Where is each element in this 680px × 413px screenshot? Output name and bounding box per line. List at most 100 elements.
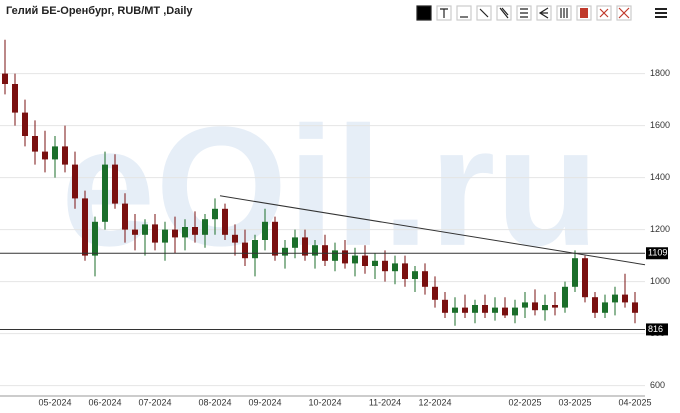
candle-body [112, 164, 118, 204]
candle-body [332, 250, 338, 261]
candle-body [482, 305, 488, 313]
candle-body [392, 263, 398, 272]
candle-body [342, 250, 348, 264]
candle-body [582, 258, 588, 298]
level-label: 816 [648, 324, 663, 334]
candle-body [252, 240, 258, 259]
candle-body [532, 302, 538, 311]
y-tick-label: 1400 [650, 172, 670, 182]
candle-body [152, 224, 158, 243]
candle-body [162, 229, 168, 243]
candle-body [272, 221, 278, 256]
candle-body [542, 305, 548, 311]
trendline [219, 195, 646, 266]
candle-body [172, 229, 178, 238]
watermark: eOil.ru [61, 92, 599, 282]
candle-body [142, 224, 148, 235]
chart-title: Гелий БЕ-Оренбург, RUB/MT ,Daily [6, 5, 193, 17]
candle-body [302, 237, 308, 256]
x-tick-label: 12-2024 [418, 397, 451, 407]
x-tick-label: 11-2024 [369, 397, 401, 407]
candle-body [572, 258, 578, 287]
candle-body [372, 260, 378, 266]
candle-body [12, 84, 18, 113]
toolbar [416, 5, 667, 21]
candle-body [472, 305, 478, 313]
candle-body [442, 299, 448, 313]
tool-delete[interactable] [596, 5, 612, 21]
x-tick-label: 09-2024 [248, 397, 281, 407]
candle-body [222, 208, 228, 235]
tool-hline[interactable] [456, 5, 472, 21]
candle-body [62, 146, 68, 165]
candle-body [592, 297, 598, 313]
candle-body [602, 302, 608, 313]
candle-body [22, 112, 28, 136]
candle-body [262, 221, 268, 240]
candle-body [492, 307, 498, 313]
candle-body [552, 305, 558, 308]
x-tick-label: 03-2025 [558, 397, 591, 407]
tool-fib[interactable] [576, 5, 592, 21]
candle-body [132, 229, 138, 235]
tool-line[interactable] [476, 5, 492, 21]
candle-body [382, 260, 388, 272]
candle-body [192, 227, 198, 235]
level-label: 1109 [648, 248, 667, 258]
tool-channel[interactable] [516, 5, 532, 21]
menu[interactable] [655, 8, 667, 18]
candle-body [412, 271, 418, 279]
x-tick-label: 02-2025 [508, 397, 541, 407]
candle-body [122, 203, 128, 230]
candle-body [182, 227, 188, 238]
candle-body [352, 255, 358, 264]
x-tick-label: 06-2024 [88, 397, 121, 407]
candle-body [52, 146, 58, 160]
candle-body [102, 164, 108, 222]
x-tick-label: 10-2024 [308, 397, 341, 407]
candle-body [282, 247, 288, 256]
candle-body [522, 302, 528, 308]
candle-body [82, 198, 88, 256]
candle-body [632, 302, 638, 313]
x-tick-label: 04-2025 [618, 397, 651, 407]
candle-body [432, 286, 438, 300]
y-tick-label: 1600 [650, 120, 670, 130]
tool-fan[interactable] [536, 5, 552, 21]
level-badge [646, 323, 668, 336]
candle-body [362, 255, 368, 266]
candle-body [312, 245, 318, 256]
tool-vlines[interactable] [556, 5, 572, 21]
level-badge [646, 247, 668, 260]
tool-text[interactable] [436, 5, 452, 21]
tool-color[interactable] [416, 5, 432, 21]
y-tick-label: 600 [650, 380, 665, 390]
y-tick-label: 1800 [650, 68, 670, 78]
candle-body [292, 237, 298, 248]
candle-body [562, 286, 568, 308]
candle-body [212, 208, 218, 220]
candle-body [512, 307, 518, 316]
x-tick-label: 08-2024 [198, 397, 231, 407]
candle-body [92, 221, 98, 256]
candle-body [232, 234, 238, 243]
candle-body [2, 73, 8, 84]
candle-body [402, 263, 408, 279]
y-tick-label: 1000 [650, 276, 670, 286]
candle-body [422, 271, 428, 287]
candle-body [42, 151, 48, 160]
tool-ray[interactable] [496, 5, 512, 21]
candle-body [242, 242, 248, 259]
candle-body [612, 294, 618, 303]
candle-body [202, 219, 208, 235]
y-tick-label: 1200 [650, 224, 670, 234]
candle-body [622, 294, 628, 303]
candle-body [452, 307, 458, 313]
candle-body [462, 307, 468, 313]
tool-delete-all[interactable] [616, 5, 632, 21]
candle-body [72, 164, 78, 199]
x-tick-label: 07-2024 [138, 397, 171, 407]
candle-body [32, 136, 38, 152]
x-tick-label: 05-2024 [38, 397, 71, 407]
